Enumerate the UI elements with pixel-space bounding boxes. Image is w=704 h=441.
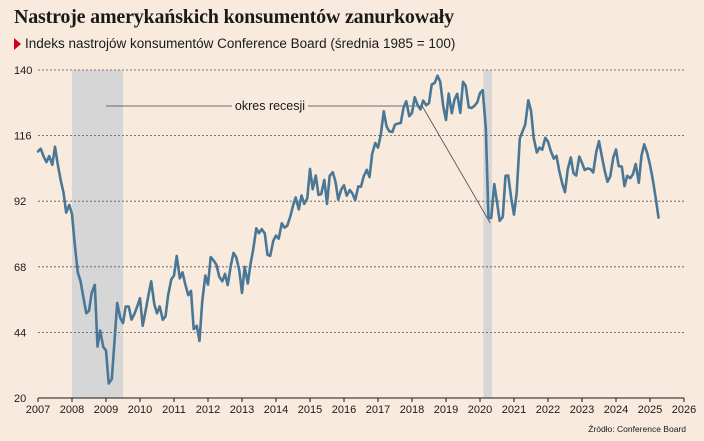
x-tick-label: 2022 — [536, 404, 560, 416]
x-tick-label: 2019 — [434, 404, 458, 416]
x-tick-label: 2012 — [196, 404, 220, 416]
x-tick-label: 2020 — [468, 404, 492, 416]
x-tick-label: 2009 — [94, 404, 118, 416]
x-tick-label: 2023 — [570, 404, 594, 416]
y-tick-label: 44 — [14, 327, 26, 339]
y-tick-label: 116 — [14, 131, 32, 143]
y-tick-label: 92 — [14, 196, 26, 208]
x-tick-label: 2021 — [502, 404, 526, 416]
chart-subtitle: Indeks nastrojów konsumentów Conference … — [14, 36, 455, 51]
x-tick-label: 2016 — [332, 404, 356, 416]
series-line — [36, 74, 660, 385]
x-tick-label: 2008 — [60, 404, 84, 416]
x-tick-label: 2015 — [298, 404, 322, 416]
x-tick-label: 2010 — [128, 404, 152, 416]
x-tick-label: 2007 — [26, 404, 50, 416]
annotation-label: okres recesji — [235, 99, 305, 113]
x-tick-label: 2017 — [366, 404, 390, 416]
chart-title: Nastroje amerykańskich konsumentów zanur… — [14, 6, 454, 28]
x-tick-label: 2011 — [162, 404, 186, 416]
recession-band — [72, 70, 123, 398]
x-tick-label: 2024 — [604, 404, 628, 416]
y-tick-label: 20 — [14, 393, 26, 405]
triangle-marker-icon — [14, 37, 21, 50]
recession-band — [483, 70, 492, 398]
x-tick-label: 2013 — [230, 404, 254, 416]
x-tick-label: 2025 — [638, 404, 662, 416]
y-tick-label: 68 — [14, 262, 26, 274]
source-note: Źródło: Conference Board — [588, 424, 686, 434]
x-tick-label: 2026 — [672, 404, 696, 416]
subtitle-text: Indeks nastrojów konsumentów Conference … — [25, 36, 456, 51]
x-tick-label: 2014 — [264, 404, 288, 416]
x-tick-label: 2018 — [400, 404, 424, 416]
y-tick-label: 140 — [14, 65, 32, 77]
